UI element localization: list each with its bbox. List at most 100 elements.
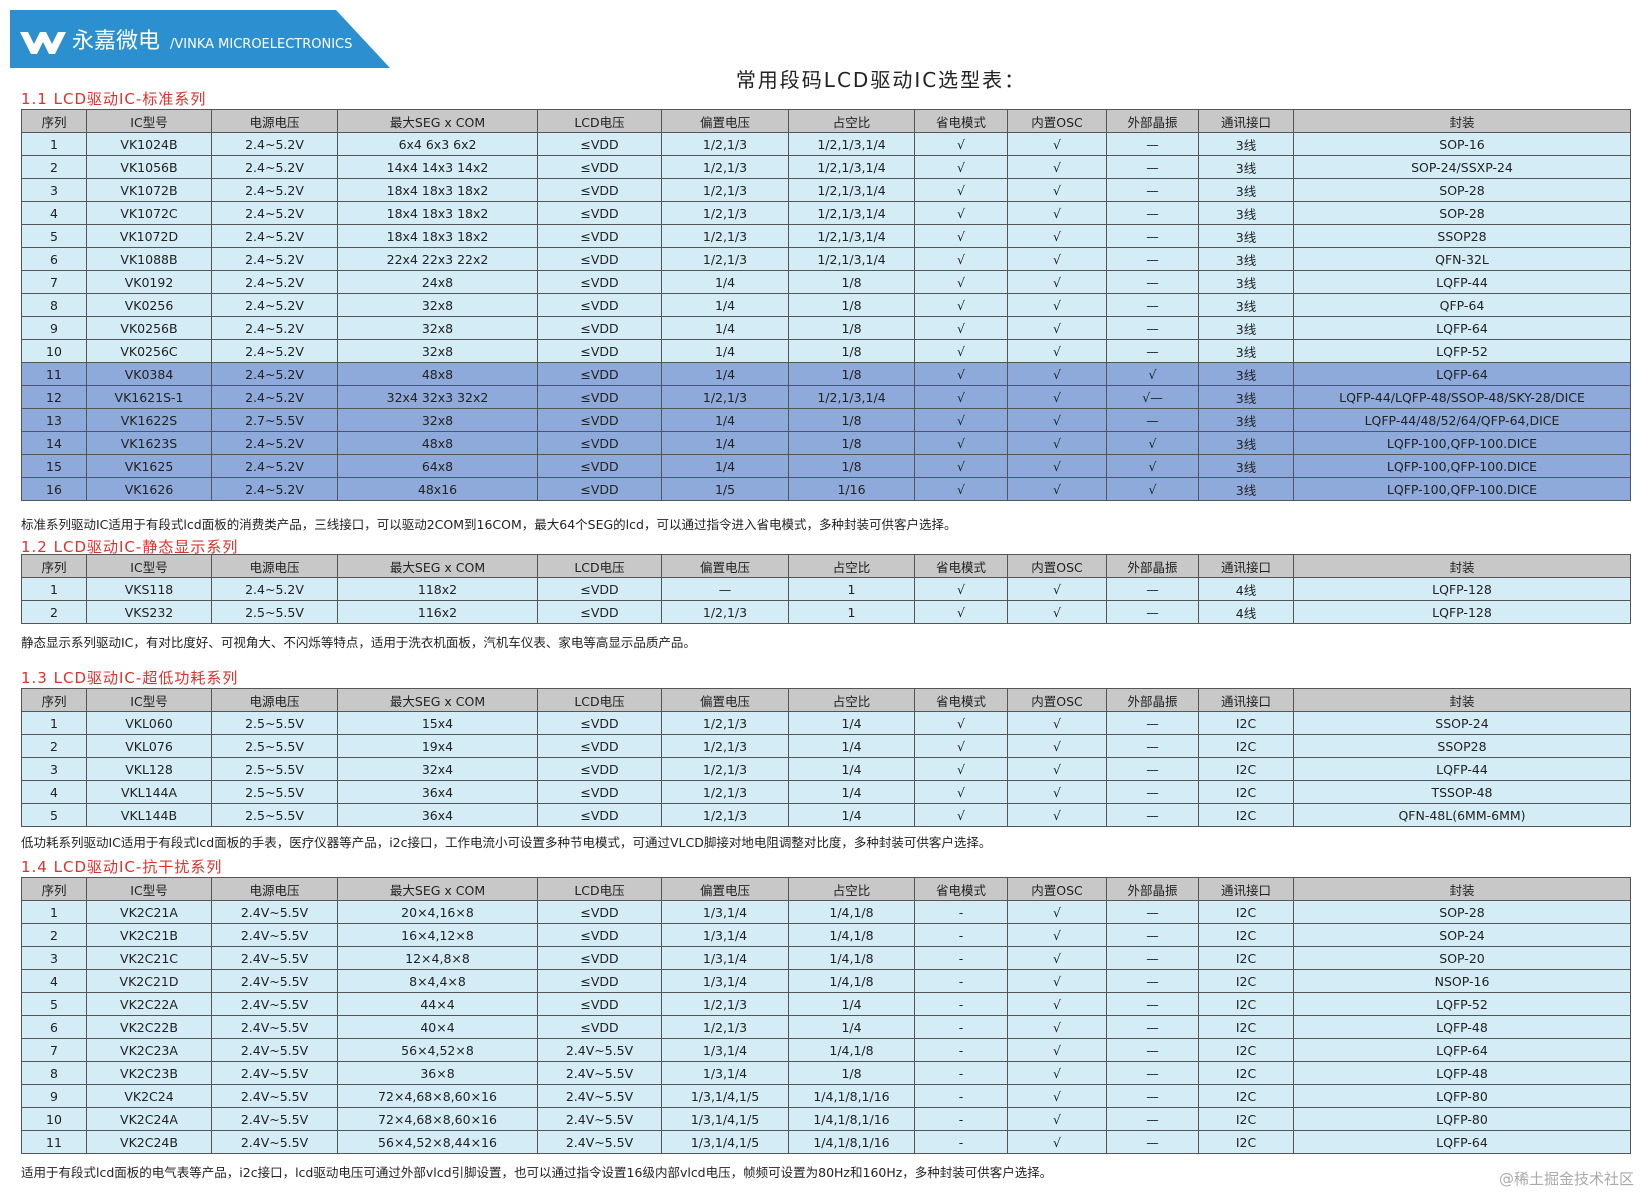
table-cell: 1/16 xyxy=(788,477,915,501)
table-cell: ≤VDD xyxy=(537,946,662,970)
table-cell: — xyxy=(1106,734,1199,758)
table-cell: SOP-16 xyxy=(1293,132,1631,156)
table-cell: 2.4V~5.5V xyxy=(537,1038,662,1062)
table-cell: 3线 xyxy=(1198,339,1294,363)
table-cell: 2.4~5.2V xyxy=(211,316,338,340)
table-cell: √ xyxy=(1007,1038,1107,1062)
table-cell: VKS232 xyxy=(86,600,212,624)
table-cell: √ xyxy=(1007,1107,1107,1131)
table-row: 14 VK1623S 2.4~5.2V 48x8 ≤VDD 1/4 1/8 √ √ √ 3线 LQFP… xyxy=(21,431,1631,455)
table-row: 8 VK2C23B 2.4V~5.5V 36×8 2.4V~5.5V 1/3,1/4 1/8… xyxy=(21,1061,1631,1085)
table-cell: VK2C21B xyxy=(86,923,212,947)
table-cell: 1 xyxy=(788,600,915,624)
table-cell: I2C xyxy=(1198,946,1294,970)
table-cell: — xyxy=(1106,946,1199,970)
table-cell: 10 xyxy=(21,1107,87,1131)
table-cell: VK0256C xyxy=(86,339,212,363)
table-cell: √ xyxy=(1007,155,1107,179)
table-cell: ≤VDD xyxy=(537,408,662,432)
table-row: 2 VK2C21B 2.4V~5.5V 16×4,12×8 ≤VDD 1/3,1/4 1/4… xyxy=(21,923,1631,947)
table-cell: 1/2,1/3 xyxy=(661,711,789,735)
table-cell: 11 xyxy=(21,362,87,386)
table-cell: 1/4,1/8,1/16 xyxy=(788,1107,915,1131)
table-cell: LQFP-64 xyxy=(1293,1038,1631,1062)
table-row: 4 VK2C21D 2.4V~5.5V 8×4,4×8 ≤VDD 1/3,1/4 1/4,1… xyxy=(21,969,1631,993)
table-cell: VK1056B xyxy=(86,155,212,179)
table-cell: ≤VDD xyxy=(537,923,662,947)
table-cell: 2.4V~5.5V xyxy=(211,946,338,970)
column-header: 最大SEG x COM xyxy=(337,554,538,578)
header-row: 序列 IC型号 电源电压 最大SEG x COM LCD电压 偏置电压 占空比 省电模式 内置O… xyxy=(21,554,1631,578)
table-cell: ≤VDD xyxy=(537,1015,662,1039)
table-cell: QFN-32L xyxy=(1293,247,1631,271)
section-heading: 1.4 LCD驱动IC-抗干扰系列 xyxy=(21,858,223,876)
table-cell: — xyxy=(1106,1038,1199,1062)
table-cell: 56×4,52×8,44×16 xyxy=(337,1130,538,1154)
table-cell: 1/2,1/3 xyxy=(661,201,789,225)
table-cell: LQFP-52 xyxy=(1293,992,1631,1016)
table-cell: √ xyxy=(1007,454,1107,478)
table-cell: 2.4~5.2V xyxy=(211,270,338,294)
table-cell: √ xyxy=(1007,900,1107,924)
table-cell: — xyxy=(1106,132,1199,156)
table-cell: VK2C22A xyxy=(86,992,212,1016)
table-cell: ≤VDD xyxy=(537,577,662,601)
table-cell: 3线 xyxy=(1198,454,1294,478)
table-cell: - xyxy=(914,946,1008,970)
table-cell: ≤VDD xyxy=(537,803,662,827)
table-cell: ≤VDD xyxy=(537,711,662,735)
table-cell: 4 xyxy=(21,201,87,225)
table-cell: I2C xyxy=(1198,1015,1294,1039)
table-cell: ≤VDD xyxy=(537,178,662,202)
column-header: 最大SEG x COM xyxy=(337,109,538,133)
table-cell: √ xyxy=(1106,431,1199,455)
table-cell: 1/2,1/3 xyxy=(661,803,789,827)
table-cell: VK1621S-1 xyxy=(86,385,212,409)
table-cell: 22x4 22x3 22x2 xyxy=(337,247,538,271)
table-cell: SSOP28 xyxy=(1293,734,1631,758)
table-row: 7 VK0192 2.4~5.2V 24x8 ≤VDD 1/4 1/8 √ √ —3线 LQFP-4… xyxy=(21,270,1631,294)
table-cell: 1/4 xyxy=(661,293,789,317)
table-cell: 32x8 xyxy=(337,339,538,363)
table-cell: VK2C24A xyxy=(86,1107,212,1131)
table-cell: VKL144B xyxy=(86,803,212,827)
table-cell: 10 xyxy=(21,339,87,363)
table-cell: 2.4~5.2V xyxy=(211,385,338,409)
table-cell: — xyxy=(1106,711,1199,735)
table-cell: — xyxy=(1106,803,1199,827)
table-cell: LQFP-128 xyxy=(1293,577,1631,601)
table-cell: — xyxy=(1106,600,1199,624)
table-cell: 6x4 6x3 6x2 xyxy=(337,132,538,156)
table-cell: √ xyxy=(1007,757,1107,781)
table-cell: 1/8 xyxy=(788,339,915,363)
table-cell: LQFP-44/LQFP-48/SSOP-48/SKY-28/DICE xyxy=(1293,385,1631,409)
table-cell: ≤VDD xyxy=(537,270,662,294)
table-cell: 6 xyxy=(21,247,87,271)
column-header: 电源电压 xyxy=(211,877,338,901)
table-row: 3 VKL128 2.5~5.5V 32x4 ≤VDD 1/2,1/3 1/4 √ √ — I2C L… xyxy=(21,757,1631,781)
table-cell: √ xyxy=(1007,316,1107,340)
column-header: 外部晶振 xyxy=(1106,688,1199,712)
table-cell: 6 xyxy=(21,1015,87,1039)
table-cell: NSOP-16 xyxy=(1293,969,1631,993)
table-cell: VKL144A xyxy=(86,780,212,804)
column-header: LCD电压 xyxy=(537,877,662,901)
section-heading: 1.1 LCD驱动IC-标准系列 xyxy=(21,90,207,108)
column-header: 外部晶振 xyxy=(1106,109,1199,133)
table-row: 6 VK1088B 2.4~5.2V 22x4 22x3 22x2 ≤VDD 1/2,1/… xyxy=(21,247,1631,271)
table-cell: 3 xyxy=(21,178,87,202)
table-cell: 3线 xyxy=(1198,293,1294,317)
table-cell: 9 xyxy=(21,316,87,340)
table-cell: 3线 xyxy=(1198,408,1294,432)
table-cell: 3 xyxy=(21,946,87,970)
column-header: 内置OSC xyxy=(1007,554,1107,578)
table-cell: ≤VDD xyxy=(537,247,662,271)
column-header: LCD电压 xyxy=(537,688,662,712)
column-header: 最大SEG x COM xyxy=(337,688,538,712)
table-cell: 2.4~5.2V xyxy=(211,362,338,386)
table-cell: 48x16 xyxy=(337,477,538,501)
table-cell: VK0256B xyxy=(86,316,212,340)
table-cell: 1/2,1/3 xyxy=(661,132,789,156)
table-row: 5 VK2C22A 2.4V~5.5V 44×4 ≤VDD 1/2,1/3 1/4- √ — I2… xyxy=(21,992,1631,1016)
table-cell: √ xyxy=(914,757,1008,781)
